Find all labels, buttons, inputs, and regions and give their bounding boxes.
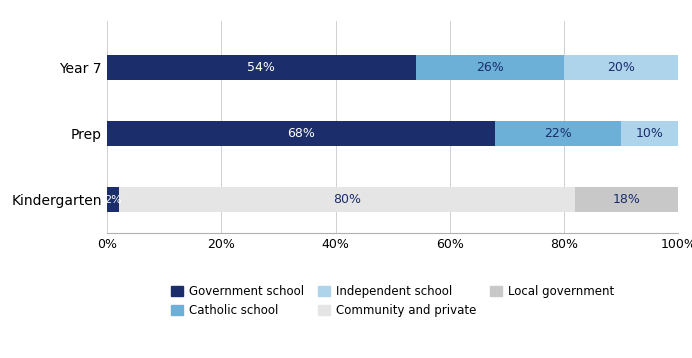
Text: 20%: 20% bbox=[607, 61, 635, 74]
Bar bbox=[495, 121, 621, 146]
Bar bbox=[564, 55, 678, 80]
Bar bbox=[621, 121, 678, 146]
Text: 18%: 18% bbox=[613, 193, 641, 206]
Text: 80%: 80% bbox=[333, 193, 361, 206]
Text: 10%: 10% bbox=[636, 127, 664, 140]
Bar bbox=[576, 187, 678, 212]
Bar bbox=[119, 187, 575, 212]
Text: 54%: 54% bbox=[248, 61, 275, 74]
Text: 26%: 26% bbox=[476, 61, 504, 74]
Bar bbox=[107, 187, 119, 212]
Text: 68%: 68% bbox=[287, 127, 316, 140]
Bar bbox=[107, 55, 415, 80]
Text: 22%: 22% bbox=[545, 127, 572, 140]
Legend: Government school, Catholic school, Independent school, Community and private, L: Government school, Catholic school, Inde… bbox=[171, 285, 614, 317]
Bar bbox=[107, 121, 495, 146]
Text: 2%: 2% bbox=[104, 195, 122, 205]
Bar bbox=[415, 55, 564, 80]
